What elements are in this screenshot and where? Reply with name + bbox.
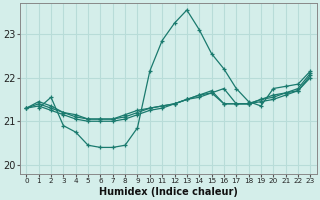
X-axis label: Humidex (Indice chaleur): Humidex (Indice chaleur) — [99, 187, 238, 197]
